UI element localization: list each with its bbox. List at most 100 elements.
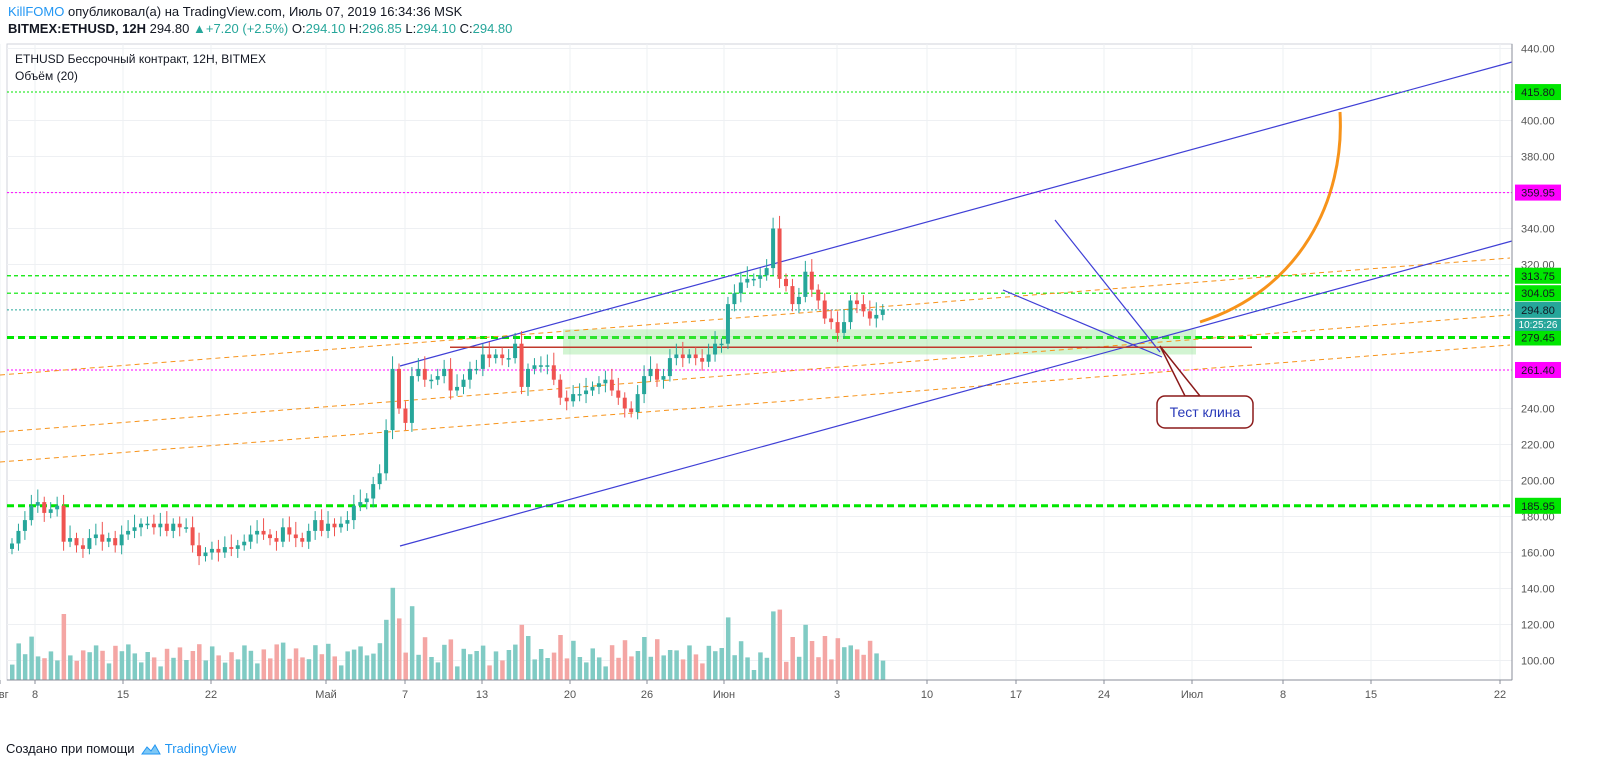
candle-body — [719, 343, 724, 346]
volume-bar — [145, 652, 150, 680]
volume-bar — [16, 643, 21, 680]
candle-body — [738, 282, 743, 294]
volume-bar — [448, 639, 454, 680]
volume-bar — [10, 664, 15, 680]
orange-dashed-channel-line — [0, 257, 1511, 376]
x-tick-label: Май — [315, 689, 337, 701]
candle-body — [706, 354, 711, 362]
price-label-box — [1515, 285, 1561, 302]
volume-bar — [571, 640, 576, 680]
candle-body — [596, 383, 601, 387]
volume-bar — [642, 637, 647, 680]
author-link[interactable]: KillFOMO — [8, 4, 65, 19]
volume-bar — [513, 644, 518, 680]
candle-body — [132, 527, 137, 531]
volume-bar — [803, 624, 808, 680]
volume-bar — [100, 650, 105, 680]
volume-bar — [22, 654, 28, 680]
volume-bar — [390, 587, 396, 680]
volume-bar — [551, 652, 557, 680]
orange-dashed-channel-line — [0, 314, 1511, 433]
candle-body — [771, 228, 776, 269]
candle-body — [584, 390, 589, 395]
annotation-callout[interactable]: Тест клина — [1156, 395, 1254, 429]
candle-body — [371, 484, 376, 499]
volume-bar — [584, 662, 589, 680]
open-value: 294.10 — [305, 21, 346, 36]
instrument-legend[interactable]: ETHUSD Бессрочный контракт, 12H, BITMEX — [15, 52, 266, 66]
volume-bar — [700, 663, 705, 680]
candle-body — [674, 354, 679, 359]
volume-bar — [242, 645, 247, 680]
volume-bar — [771, 611, 776, 680]
volume-bar — [648, 656, 654, 680]
volume-bar — [500, 660, 505, 680]
x-tick-label: 15 — [117, 689, 129, 701]
candle-body — [500, 354, 505, 359]
candle-body — [35, 502, 40, 506]
candle-body — [248, 534, 253, 542]
x-tick-label: Авг — [0, 689, 9, 701]
volume-bar — [758, 652, 763, 680]
candle-body — [680, 354, 685, 359]
volume-bar — [397, 618, 402, 680]
countdown-text: 10:25:26 — [1519, 320, 1558, 331]
support-zone — [563, 329, 1196, 355]
candle-body — [848, 300, 853, 323]
x-tick-label: 8 — [1280, 689, 1286, 701]
volume-bar — [164, 648, 170, 680]
volume-bar — [719, 648, 724, 680]
wedge-lower-line — [1002, 289, 1163, 358]
candle-body — [268, 534, 272, 539]
x-tick-label: 10 — [921, 689, 933, 701]
volume-bar — [590, 648, 595, 680]
volume-bar — [506, 650, 512, 680]
price-label-box — [1515, 301, 1561, 318]
price-label-text: 415.80 — [1521, 87, 1555, 99]
volume-bar — [603, 666, 608, 680]
volume-bar — [874, 653, 879, 680]
volume-bar — [68, 655, 73, 680]
volume-bar — [248, 650, 254, 680]
tradingview-link[interactable]: TradingView — [164, 741, 237, 756]
candle-body — [816, 289, 821, 301]
volume-bar — [409, 606, 415, 680]
candle-body — [461, 379, 466, 387]
y-tick-label: 160.00 — [1521, 548, 1555, 560]
volume-bar — [80, 650, 86, 680]
price-label-box — [1515, 497, 1561, 514]
candle-body — [255, 530, 260, 535]
low-label: L: — [405, 21, 417, 36]
symbol-label: BITMEX:ETHUSD, 12H — [8, 21, 146, 36]
volume-bar — [790, 637, 795, 680]
volume-bar — [842, 647, 847, 680]
volume-bar — [538, 649, 544, 680]
footer: Создано при помощи TradingView — [6, 741, 236, 756]
volume-bar — [190, 651, 196, 680]
candle-body — [835, 322, 840, 333]
price-label-text: 294.80 — [1521, 305, 1555, 317]
candle-body — [577, 394, 582, 396]
candle-body — [100, 534, 105, 542]
y-tick-label: 440.00 — [1521, 44, 1555, 56]
open-label: O: — [291, 21, 306, 36]
annotation-box — [1156, 395, 1254, 429]
volume-bar — [326, 643, 331, 680]
volume-legend[interactable]: Объём (20) — [15, 69, 78, 83]
candle-body — [758, 275, 763, 279]
candle-body — [655, 368, 659, 380]
volume-bar — [532, 659, 537, 680]
up-arrow-icon: ▲ — [192, 21, 206, 36]
candle-body — [384, 430, 389, 474]
candle-body — [397, 368, 401, 409]
volume-bar — [461, 648, 466, 680]
candle-body — [700, 358, 705, 362]
candle-body — [332, 523, 337, 528]
price-change: +7.20 (+2.5%) — [205, 21, 289, 36]
candle-body — [571, 394, 576, 402]
volume-bar — [558, 635, 563, 680]
high-label: H: — [349, 21, 362, 36]
volume-bar — [680, 659, 686, 680]
candle-body — [197, 545, 202, 557]
